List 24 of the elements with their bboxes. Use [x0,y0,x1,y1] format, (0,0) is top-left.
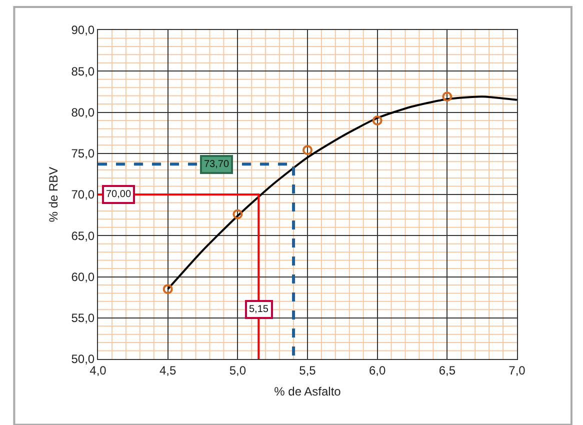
y-tick-label: 70,0 [71,188,95,202]
y-tick-label: 65,0 [71,228,95,243]
y-axis-title: % de RBV [46,166,61,222]
y-tick-label: 75,0 [71,146,95,161]
y-tick-label: 90,0 [71,23,95,38]
x-tick-label: 6,0 [368,363,386,378]
x-tick-label: 5,0 [229,363,246,378]
y-tick-label: 85,0 [71,64,95,78]
x-tick-label: 4,5 [159,363,176,378]
point [162,284,173,294]
y-tick-label: 60,0 [71,270,95,284]
point [442,92,452,102]
point [302,145,312,156]
y-tick-label: 55,0 [71,311,95,326]
annotation: 70,00 [106,189,132,200]
point [232,209,243,220]
x-tick-label: 6,5 [438,363,456,378]
annotation: 5,15 [249,304,269,315]
x-tick-label: 7,0 [508,363,526,378]
x-tick-label: 5,5 [299,363,316,378]
y-tick-label: 80,0 [71,105,95,120]
x-axis-title: % de Asfalto [274,384,342,398]
annotation: 73,70 [204,159,230,170]
point [372,115,382,126]
